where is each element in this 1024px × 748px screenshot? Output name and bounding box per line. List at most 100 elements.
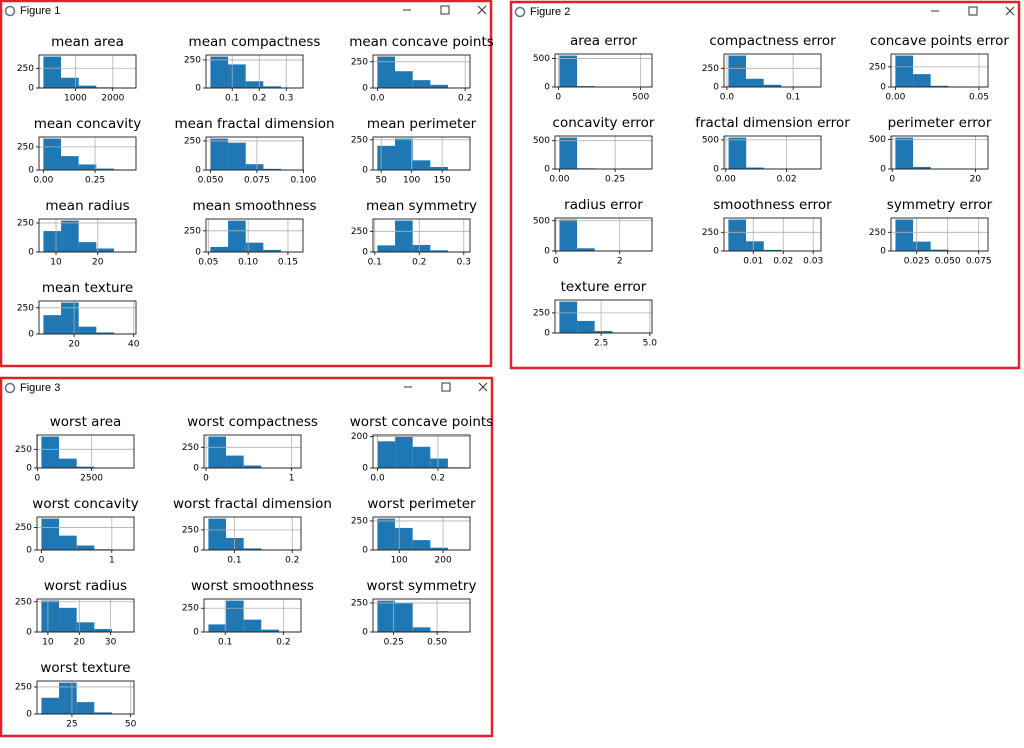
bar <box>395 220 413 252</box>
maximize-button[interactable] <box>968 6 978 16</box>
x-tick-label: 0.2 <box>458 94 472 104</box>
x-tick-label: 1 <box>109 556 115 566</box>
chart-title: worst concave points <box>350 414 493 430</box>
x-tick-label: 0.25 <box>605 175 625 185</box>
x-tick-label: 0 <box>553 257 559 267</box>
chart-title: worst area <box>50 414 122 430</box>
axes-frame <box>554 217 653 252</box>
y-tick-label: 250 <box>351 516 368 526</box>
x-tick-label: 0.00 <box>33 176 53 186</box>
x-tick-label: 0.25 <box>384 638 404 648</box>
y-tick-label: 500 <box>702 135 719 145</box>
bar <box>78 242 97 252</box>
x-tick-label: 0.2 <box>252 94 266 104</box>
bar <box>395 138 413 170</box>
histogram: symmetry error 0.025 0.050 0.075 0 250 <box>869 197 993 267</box>
histogram: texture error 2.5 5.0 0 250 <box>533 279 657 349</box>
bar <box>412 540 431 550</box>
bar <box>76 545 95 550</box>
bar <box>913 166 931 169</box>
x-tick-label: 0.2 <box>431 474 445 484</box>
x-tick-label: 0.3 <box>457 258 471 268</box>
bar <box>228 220 246 252</box>
axes-frame <box>372 136 471 171</box>
histogram: mean perimeter 50 100 150 0 250 <box>351 116 477 186</box>
bar <box>559 137 578 169</box>
x-tick-label: 0.050 <box>198 176 224 186</box>
axes-frame <box>38 218 137 253</box>
y-tick-label: 0 <box>26 710 32 720</box>
bar <box>263 249 282 252</box>
histogram: worst perimeter 100 200 0 250 <box>351 496 476 566</box>
chart-title: smoothness error <box>713 197 832 213</box>
bar <box>41 600 60 632</box>
chart-title: worst compactness <box>187 414 318 430</box>
x-tick-label: 50 <box>375 176 387 186</box>
axes-frame <box>372 516 471 551</box>
chart-title: mean symmetry <box>366 198 477 214</box>
close-button[interactable] <box>477 5 487 15</box>
histogram: worst symmetry 0.25 0.50 0 250 <box>351 578 477 648</box>
y-tick-label: 0 <box>193 546 199 556</box>
histogram: worst concavity 0 1 0 250 <box>15 496 139 566</box>
axes-frame <box>554 53 653 88</box>
close-button[interactable] <box>478 382 488 392</box>
bar <box>594 330 613 333</box>
bar <box>377 518 396 550</box>
bar <box>559 219 578 251</box>
bar <box>245 242 264 252</box>
maximize-button[interactable] <box>440 5 450 15</box>
bar <box>43 315 62 334</box>
bar <box>395 71 413 88</box>
bar <box>395 602 413 632</box>
bar <box>913 241 931 251</box>
bar <box>577 248 595 251</box>
axes-frame <box>554 299 653 334</box>
axes-frame <box>723 217 822 252</box>
y-tick-label: 0 <box>713 165 719 175</box>
x-tick-label: 0.025 <box>904 257 930 267</box>
maximize-button[interactable] <box>441 382 451 392</box>
x-tick-label: 150 <box>434 176 451 186</box>
axes-frame <box>205 136 304 171</box>
y-tick-label: 0 <box>362 166 368 176</box>
bar <box>43 56 62 88</box>
x-tick-label: 0.3 <box>279 94 293 104</box>
y-tick-label: 0 <box>362 546 368 556</box>
histogram: worst radius 10 20 30 0 250 <box>15 578 135 648</box>
x-tick-label: 50 <box>125 720 137 730</box>
x-tick-label: 0 <box>39 556 45 566</box>
y-tick-label: 250 <box>17 64 34 74</box>
y-tick-label: 0 <box>26 628 32 638</box>
chart-title: worst smoothness <box>191 578 314 594</box>
bar <box>78 85 97 88</box>
bar <box>430 166 448 170</box>
x-tick-label: 0.2 <box>412 258 426 268</box>
bar <box>41 436 60 468</box>
bar <box>208 436 227 468</box>
y-tick-label: 0 <box>544 165 550 175</box>
y-tick-label: 250 <box>15 523 32 533</box>
x-tick-label: 2 <box>617 257 623 267</box>
bar <box>412 244 431 252</box>
bar <box>263 168 281 170</box>
histogram: mean radius 10 20 0 250 <box>17 198 137 268</box>
x-tick-label: 0 <box>889 175 895 185</box>
bar <box>745 78 764 87</box>
y-tick-label: 500 <box>533 216 550 226</box>
y-tick-label: 0 <box>713 83 719 93</box>
chart-title: mean fractal dimension <box>174 116 334 132</box>
bar <box>577 86 595 87</box>
y-tick-label: 250 <box>15 597 32 607</box>
y-tick-label: 250 <box>184 136 201 146</box>
bar <box>559 55 578 87</box>
x-tick-label: 0.25 <box>85 176 105 186</box>
bar <box>930 85 949 87</box>
y-tick-label: 0 <box>28 330 34 340</box>
y-tick-label: 0 <box>544 329 550 339</box>
x-tick-label: 1000 <box>64 94 87 104</box>
window-icon <box>4 5 16 17</box>
close-button[interactable] <box>1005 6 1015 16</box>
window-title: Figure 1 <box>20 5 60 17</box>
